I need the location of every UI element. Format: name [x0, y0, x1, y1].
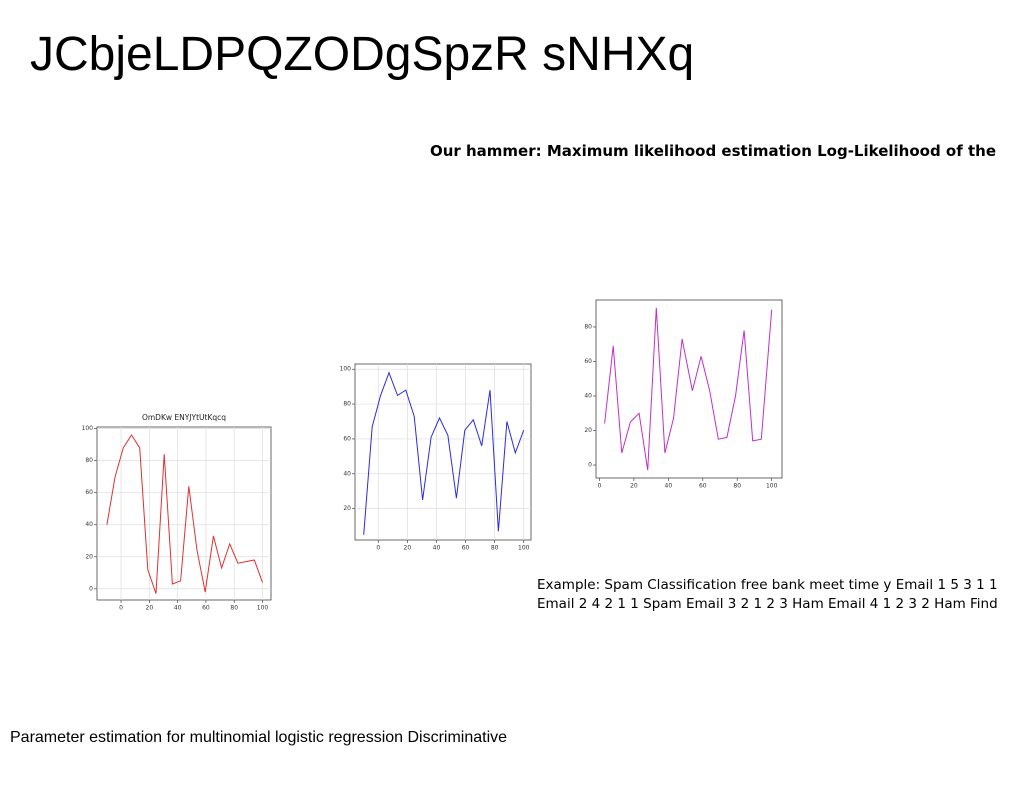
y-tick-label: 20	[343, 505, 351, 512]
x-tick-label: 20	[146, 605, 154, 612]
heading: Our hammer: Maximum likelihood estimatio…	[430, 142, 996, 160]
example-line: Example: Spam Classification free bank m…	[537, 577, 998, 593]
y-tick-label: 0	[588, 462, 592, 469]
x-tick-label: 40	[174, 605, 182, 612]
plot-frame	[96, 426, 272, 601]
chart-title: OmDKw ENYJYtUtKqcq	[142, 413, 226, 422]
y-tick-label: 60	[584, 358, 592, 365]
x-tick-label: 20	[630, 483, 638, 490]
y-tick-label: 80	[584, 323, 592, 330]
x-tick-label: 100	[257, 605, 269, 612]
y-tick-label: 20	[584, 427, 592, 434]
x-tick-label: 100	[518, 545, 530, 552]
y-tick-label: 40	[343, 470, 351, 477]
y-tick-label: 40	[85, 521, 93, 528]
y-tick-label: 60	[85, 489, 93, 496]
x-tick-label: 60	[202, 605, 210, 612]
data-line	[604, 307, 773, 471]
data-line	[363, 371, 525, 535]
plot-frame	[354, 363, 532, 541]
x-tick-label: 80	[491, 545, 499, 552]
x-tick-label: 0	[376, 545, 380, 552]
data-line	[106, 434, 263, 594]
x-tick-label: 0	[598, 483, 602, 490]
y-tick-label: 80	[85, 457, 93, 464]
x-tick-label: 40	[433, 545, 441, 552]
y-tick-label: 0	[89, 585, 93, 592]
x-tick-label: 60	[462, 545, 470, 552]
x-tick-label: 60	[699, 483, 707, 490]
x-tick-label: 80	[230, 605, 238, 612]
plot-frame	[595, 299, 783, 479]
y-tick-label: 20	[85, 553, 93, 560]
footer: Parameter estimation for multinomial log…	[10, 729, 507, 746]
y-tick-label: 40	[584, 392, 592, 399]
y-tick-label: 80	[343, 401, 351, 408]
x-tick-label: 80	[733, 483, 741, 490]
x-tick-label: 100	[766, 483, 778, 490]
y-tick-label: 100	[82, 425, 94, 432]
y-tick-label: 100	[340, 366, 352, 373]
example-line: Email 2 4 2 1 1 Spam Email 3 2 1 2 3 Ham…	[537, 596, 998, 612]
x-tick-label: 40	[665, 483, 673, 490]
x-tick-label: 0	[119, 605, 123, 612]
x-tick-label: 20	[404, 545, 412, 552]
slide-title: JCbjeLDPQZODgSpzR sNHXq	[30, 28, 694, 81]
y-tick-label: 60	[343, 435, 351, 442]
